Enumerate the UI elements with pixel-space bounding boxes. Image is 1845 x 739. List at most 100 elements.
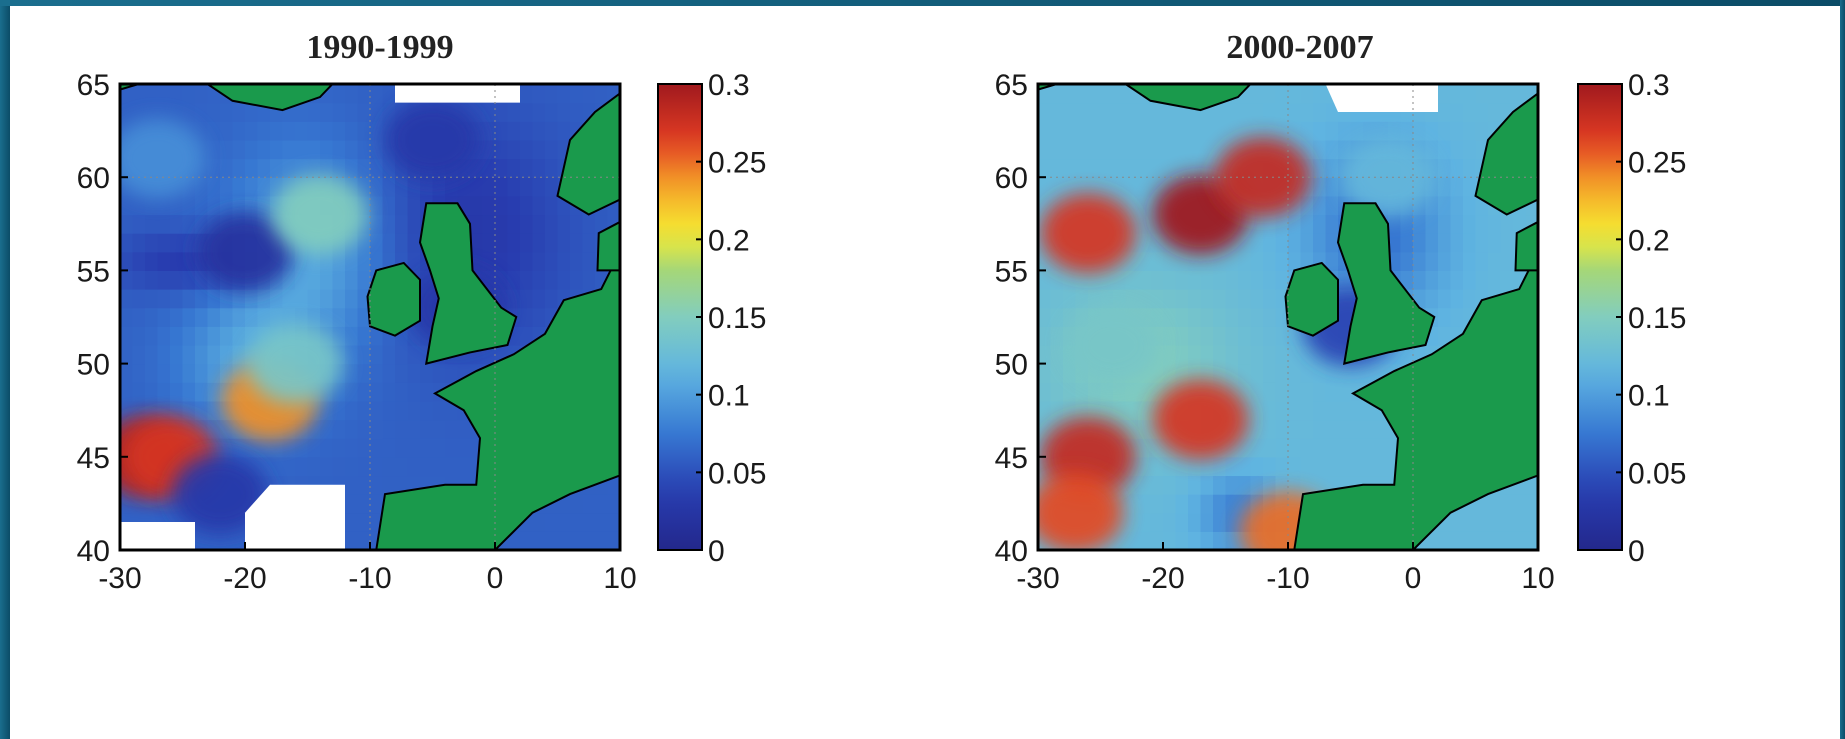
field-cell <box>1438 158 1452 178</box>
field-cell <box>1413 214 1427 234</box>
field-cell <box>382 214 396 234</box>
field-cell <box>1063 363 1077 383</box>
field-cell <box>157 195 171 216</box>
field-cell <box>157 400 171 421</box>
field-cell <box>1475 270 1489 290</box>
field-cell <box>1138 494 1152 514</box>
field-cell <box>1063 289 1077 309</box>
field-cell <box>1375 438 1389 458</box>
field-cell <box>407 438 421 458</box>
field-cell <box>1388 214 1402 234</box>
field-cell <box>1050 158 1064 178</box>
field-cell <box>1450 102 1464 122</box>
field-cell <box>1500 214 1514 234</box>
colorbar-tick-label: 0.3 <box>1628 69 1670 102</box>
field-cell <box>1450 289 1464 309</box>
field-cell <box>282 121 296 141</box>
field-cell <box>1150 158 1164 178</box>
field-cell <box>1250 102 1264 122</box>
field-cell <box>407 400 421 421</box>
field-cell <box>1275 214 1289 234</box>
field-cell <box>1163 270 1177 290</box>
y-tick-label: 60 <box>995 162 1028 195</box>
no-data-area <box>120 522 195 550</box>
field-cell <box>1275 344 1289 365</box>
land-norway <box>1474 92 1538 216</box>
field-cell <box>357 158 371 178</box>
field-cell <box>1525 494 1538 514</box>
field-cell <box>1050 102 1064 122</box>
field-cell <box>320 307 334 327</box>
field-cell <box>182 344 196 365</box>
field-cell <box>1463 270 1477 290</box>
field-cell <box>382 382 396 402</box>
field-cell <box>1313 363 1327 383</box>
field-cell <box>1138 177 1152 197</box>
field-cell <box>345 400 359 421</box>
field-cell <box>295 289 309 309</box>
field-cell <box>420 363 434 383</box>
field-cell <box>345 251 359 271</box>
field-cell <box>1275 270 1289 290</box>
no-data-area <box>1325 84 1438 112</box>
field-cell <box>357 102 371 122</box>
field-cell <box>1113 531 1127 550</box>
field-cell <box>370 121 384 141</box>
field-cell <box>582 84 596 104</box>
field-cell <box>1263 233 1277 253</box>
data-region <box>247 323 343 404</box>
field-cell <box>1250 344 1264 365</box>
field-cell <box>1125 494 1139 514</box>
field-cell <box>1050 307 1064 327</box>
field-cell <box>345 382 359 402</box>
field-cell <box>357 400 371 421</box>
field-cell <box>407 251 421 271</box>
field-cell <box>570 531 584 550</box>
field-cell <box>182 251 196 271</box>
field-cell <box>1463 195 1477 216</box>
field-cell <box>1463 139 1477 160</box>
field-cell <box>482 121 496 141</box>
land-iceland <box>1123 84 1252 112</box>
field-cell <box>1250 438 1264 458</box>
field-cell <box>495 233 509 253</box>
field-cell <box>220 419 234 439</box>
field-cell <box>1188 289 1202 309</box>
field-cell <box>1138 512 1152 532</box>
field-cell <box>157 363 171 383</box>
colorbar <box>1577 83 1623 551</box>
field-cell <box>1250 363 1264 383</box>
field-cell <box>1325 419 1339 439</box>
data-region <box>197 211 293 292</box>
field-cell <box>570 251 584 271</box>
colorbar-tick-label: 0.1 <box>1628 380 1670 413</box>
field-cell <box>1100 270 1114 290</box>
field-cell <box>1225 456 1239 477</box>
land-norway <box>556 92 620 216</box>
field-cell <box>1438 289 1452 309</box>
field-cell <box>1500 531 1514 550</box>
chart-1: 1990-1999 -30 -20 -10 0 10 65 60 55 50 45 40 0.3 0.25… <box>77 29 767 595</box>
field-cell <box>1163 289 1177 309</box>
field-cell <box>482 158 496 178</box>
field-cell <box>132 344 146 365</box>
field-cell <box>1100 139 1114 160</box>
field-cell <box>395 382 409 402</box>
field-cell <box>207 382 221 402</box>
field-cell <box>132 289 146 309</box>
figure-panel: 1990-1999 -30 -20 -10 0 10 65 60 55 50 45 40 0.3 0.25… <box>10 6 1840 739</box>
field-cell <box>582 531 596 550</box>
field-cell <box>270 139 284 160</box>
field-cell <box>1450 84 1464 104</box>
field-cell <box>357 251 371 271</box>
field-cell <box>1225 251 1239 271</box>
field-cell <box>1225 363 1239 383</box>
field-cell <box>1475 233 1489 253</box>
field-cell <box>1050 139 1064 160</box>
field-cell <box>357 494 371 514</box>
field-cell <box>1463 121 1477 141</box>
field-cell <box>1063 158 1077 178</box>
field-cell <box>1488 233 1502 253</box>
field-cell <box>1313 233 1327 253</box>
field-cell <box>1325 251 1339 271</box>
